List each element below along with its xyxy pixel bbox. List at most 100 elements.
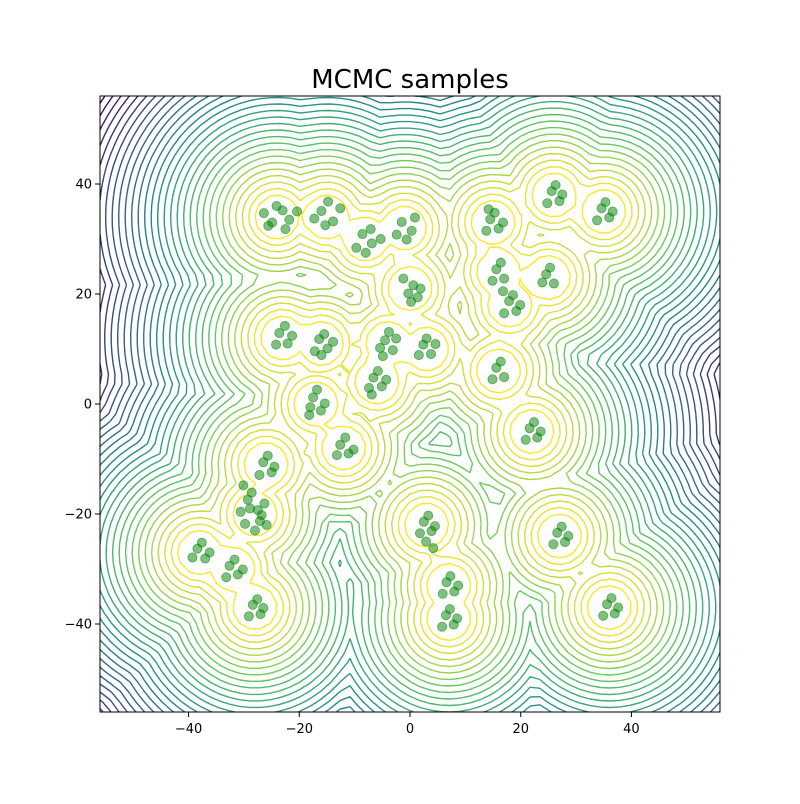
y-tick-label: 40 bbox=[75, 178, 92, 193]
sample-point bbox=[320, 220, 331, 231]
sample-point bbox=[499, 372, 510, 383]
contour-line bbox=[105, 100, 704, 712]
contour-line bbox=[100, 96, 114, 117]
contour-line bbox=[157, 153, 652, 661]
sample-point bbox=[445, 571, 456, 582]
contour-line bbox=[100, 96, 720, 712]
sample-point bbox=[481, 225, 492, 236]
sample-point bbox=[340, 432, 351, 443]
sample-point bbox=[375, 342, 386, 353]
contour-line bbox=[176, 172, 632, 642]
y-tick-label: 0 bbox=[84, 398, 92, 413]
sample-point bbox=[305, 402, 316, 413]
sample-point bbox=[529, 417, 540, 428]
sample-point bbox=[372, 365, 383, 376]
sample-point bbox=[366, 389, 377, 400]
sample-point bbox=[258, 208, 269, 219]
sample-point bbox=[316, 350, 327, 361]
sample-point bbox=[421, 333, 432, 344]
sample-point bbox=[497, 217, 508, 228]
sample-point bbox=[409, 212, 420, 223]
sample-point bbox=[279, 320, 290, 331]
sample-point bbox=[323, 196, 334, 207]
sample-point bbox=[311, 384, 322, 395]
sample-point bbox=[401, 234, 412, 245]
sample-point bbox=[495, 257, 506, 268]
sample-point bbox=[282, 338, 293, 349]
sample-point bbox=[246, 487, 257, 498]
contour-line bbox=[100, 96, 720, 712]
sample-point bbox=[487, 374, 498, 385]
contour-line bbox=[100, 96, 717, 712]
x-tick-label: −20 bbox=[286, 722, 313, 737]
sample-point bbox=[413, 350, 424, 361]
sample-point bbox=[444, 604, 455, 615]
sample-point bbox=[249, 525, 260, 536]
sample-point bbox=[437, 588, 448, 599]
sample-point bbox=[351, 242, 362, 253]
contour-line bbox=[100, 96, 720, 712]
sample-point bbox=[548, 278, 559, 289]
contour-line bbox=[100, 96, 710, 712]
sample-point bbox=[221, 572, 232, 583]
sample-point bbox=[391, 229, 402, 240]
contour-line bbox=[100, 96, 720, 712]
contour-line bbox=[150, 146, 658, 668]
contour-line bbox=[131, 126, 678, 687]
sample-point bbox=[598, 610, 609, 621]
sample-point bbox=[187, 552, 198, 563]
sample-point bbox=[280, 224, 291, 235]
sample-point bbox=[423, 510, 434, 521]
contour-line bbox=[163, 159, 645, 655]
sample-point bbox=[430, 339, 441, 350]
contour-line bbox=[100, 96, 720, 712]
sample-point bbox=[252, 505, 263, 516]
x-tick-label: 0 bbox=[406, 722, 414, 737]
sample-point bbox=[556, 521, 567, 532]
sample-point bbox=[237, 564, 248, 575]
sample-point bbox=[319, 329, 330, 340]
sample-point bbox=[613, 602, 624, 613]
y-axis: −40 −20 0 20 40 bbox=[65, 178, 100, 633]
sample-point bbox=[437, 621, 448, 632]
sample-point bbox=[606, 593, 617, 604]
sample-point bbox=[414, 528, 425, 539]
contour-line bbox=[100, 96, 720, 712]
sample-point bbox=[381, 374, 392, 385]
x-tick-label: 20 bbox=[512, 722, 529, 737]
sample-point bbox=[495, 356, 506, 367]
sample-point bbox=[365, 224, 376, 235]
x-tick-label: −40 bbox=[175, 722, 202, 737]
sample-point bbox=[403, 288, 414, 299]
sample-point bbox=[309, 213, 320, 224]
sample-point bbox=[235, 506, 246, 517]
sample-point bbox=[542, 198, 553, 209]
sample-point bbox=[383, 326, 394, 337]
sample-point bbox=[515, 299, 526, 310]
sample-point bbox=[429, 521, 440, 532]
sample-point bbox=[426, 348, 437, 359]
sample-point bbox=[262, 450, 273, 461]
sample-point bbox=[277, 205, 288, 216]
sample-point bbox=[348, 444, 359, 455]
contour-line bbox=[170, 166, 639, 648]
sample-point bbox=[261, 520, 272, 531]
contour-background bbox=[100, 96, 720, 712]
sample-point bbox=[391, 333, 402, 344]
x-axis: −40 −20 0 20 40 bbox=[175, 712, 640, 737]
contour-line bbox=[100, 96, 122, 131]
sample-point bbox=[377, 351, 388, 362]
contour-line bbox=[111, 107, 697, 707]
sample-point bbox=[316, 205, 327, 216]
contour-line bbox=[100, 96, 720, 712]
sample-point bbox=[453, 580, 464, 591]
sample-point bbox=[243, 611, 254, 622]
sample-point bbox=[600, 197, 611, 208]
sample-point bbox=[252, 594, 263, 605]
sample-point bbox=[452, 613, 463, 624]
sample-point bbox=[592, 215, 603, 226]
sample-points bbox=[187, 180, 624, 632]
sample-point bbox=[550, 180, 561, 191]
